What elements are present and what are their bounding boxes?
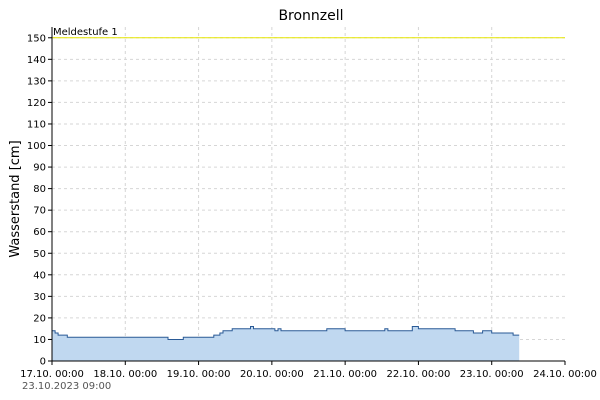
threshold-label: Meldestufe 1 xyxy=(53,27,118,38)
x-tick-label: 18.10. 00:00 xyxy=(93,369,157,380)
x-tick-label: 23.10. 00:00 xyxy=(460,369,524,380)
plot-area xyxy=(52,27,565,361)
y-tick-label: 110 xyxy=(27,119,46,130)
y-tick-label: 10 xyxy=(33,335,46,346)
y-tick-label: 150 xyxy=(27,33,46,44)
y-tick-label: 20 xyxy=(33,313,46,324)
x-tick-label: 21.10. 00:00 xyxy=(313,369,377,380)
y-tick-label: 90 xyxy=(33,163,46,174)
chart-title: Bronnzell xyxy=(278,8,343,24)
y-tick-label: 60 xyxy=(33,227,46,238)
y-tick-label: 40 xyxy=(33,270,46,281)
y-tick-label: 130 xyxy=(27,76,46,87)
series-line xyxy=(52,326,520,340)
x-tick-label: 19.10. 00:00 xyxy=(167,369,231,380)
y-tick-label: 120 xyxy=(27,98,46,109)
y-tick-label: 30 xyxy=(33,292,46,303)
y-tick-label: 0 xyxy=(40,357,46,368)
timestamp-label: 23.10.2023 09:00 xyxy=(22,381,111,392)
grid-lines xyxy=(52,27,565,361)
series-fill xyxy=(52,326,520,361)
y-tick-label: 80 xyxy=(33,184,46,195)
x-tick-label: 24.10. 00:00 xyxy=(533,369,597,380)
threshold-group: Meldestufe 1 xyxy=(52,27,565,39)
y-tick-label: 70 xyxy=(33,206,46,217)
y-tick-label: 140 xyxy=(27,55,46,66)
y-axis-label: Wasserstand [cm] xyxy=(8,140,23,257)
y-tick-labels: 0 10 20 30 40 50 60 70 80 90 100 110 120 130 140 150 xyxy=(27,33,52,368)
series-area xyxy=(52,326,520,361)
y-tick-label: 50 xyxy=(33,249,46,260)
y-tick-label: 100 xyxy=(27,141,46,152)
x-tick-label: 22.10. 00:00 xyxy=(387,369,451,380)
x-tick-labels: 17.10. 00:00 18.10. 00:00 19.10. 00:00 20.1… xyxy=(20,361,597,380)
x-tick-label: 17.10. 00:00 xyxy=(20,369,84,380)
x-tick-label: 20.10. 00:00 xyxy=(240,369,304,380)
axes xyxy=(51,27,565,362)
